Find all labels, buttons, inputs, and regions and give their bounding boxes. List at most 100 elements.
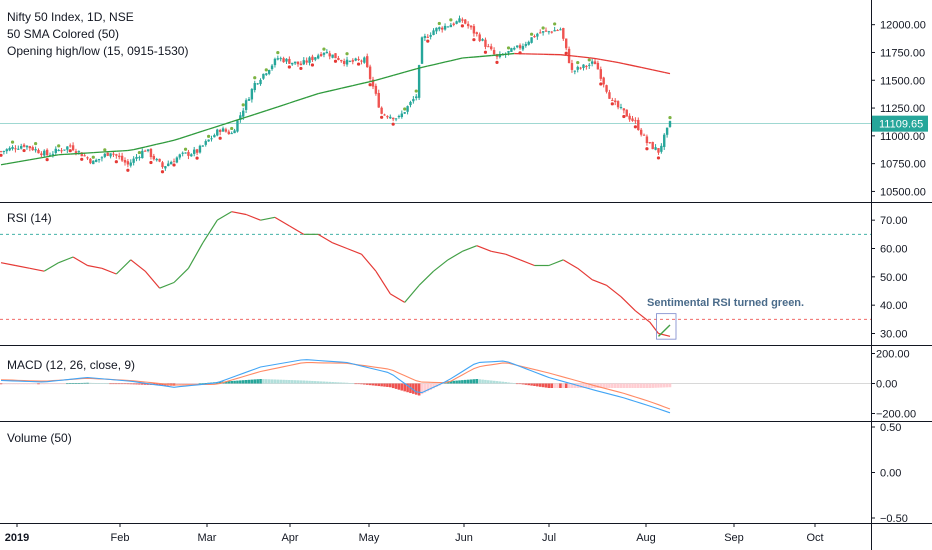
rsi-axis[interactable]: 70.00 60.00 50.00 40.00 30.00	[871, 215, 908, 341]
sma-line-segment	[35, 157, 42, 160]
candle-body	[415, 96, 418, 99]
sma-line-segment	[318, 91, 325, 95]
sma-line-segment	[456, 57, 463, 60]
macd-histogram-bar	[45, 383, 49, 385]
candle-body	[619, 106, 623, 108]
candle-body	[149, 148, 153, 158]
macd-histogram-bar	[662, 383, 666, 388]
sma-line-segment	[283, 102, 290, 106]
macd-histogram-bar	[634, 383, 637, 388]
candle-body	[164, 166, 167, 169]
opening-range-marker	[622, 114, 626, 119]
opening-range-marker	[183, 147, 188, 151]
macd-histogram-bar	[201, 383, 205, 384]
macd-histogram-bar	[273, 379, 277, 384]
macd-histogram-bar	[17, 383, 20, 385]
macd-histogram-bar	[233, 380, 236, 384]
candle-body	[74, 151, 78, 153]
macd-histogram-bar	[5, 383, 9, 385]
macd-histogram-bar	[51, 383, 55, 385]
opening-range-marker	[633, 125, 637, 129]
candle-body	[152, 155, 156, 160]
macd-histogram-bar	[388, 383, 392, 388]
rsi-tick-label: 70.00	[880, 215, 908, 227]
sma-line-segment	[139, 146, 146, 149]
candle-body	[556, 30, 559, 32]
macd-histogram-bar	[60, 383, 63, 385]
opening-range-marker	[287, 65, 291, 69]
candle-body	[380, 107, 383, 114]
macd-histogram-bar	[562, 383, 565, 388]
candle-body	[466, 23, 470, 27]
macd-histogram-bar	[501, 381, 505, 384]
candle-body	[553, 30, 556, 32]
candle-body	[426, 36, 429, 38]
opening-range-marker	[322, 47, 326, 51]
sma-line-segment	[652, 69, 659, 72]
candle-body	[608, 92, 611, 99]
opening-range-marker	[345, 52, 349, 56]
macd-pane[interactable]	[0, 359, 871, 414]
opening-range-marker	[403, 107, 407, 111]
candle-body	[377, 92, 380, 108]
candle-body	[631, 118, 634, 121]
sma-line-segment	[664, 71, 671, 75]
opening-range-marker	[414, 89, 418, 93]
macd-histogram-bar	[132, 383, 135, 385]
macd-histogram-bar	[187, 383, 190, 385]
macd-histogram-bar	[339, 382, 343, 384]
macd-histogram-bar	[611, 383, 614, 388]
macd-histogram-bar	[608, 383, 611, 388]
rsi-line-segment	[115, 259, 132, 275]
macd-axis[interactable]: 200.00 0.00 −200.00	[871, 349, 916, 421]
candle-body	[227, 131, 231, 135]
macd-histogram-bar	[198, 383, 202, 385]
candle-body	[109, 153, 112, 157]
rsi-pane[interactable]	[0, 211, 871, 340]
sma-line-segment	[583, 56, 590, 59]
macd-histogram-bar	[573, 383, 577, 388]
macd-tick-label: −200.00	[876, 409, 916, 421]
macd-histogram-bar	[631, 383, 634, 388]
candle-body	[77, 151, 81, 153]
macd-histogram-bar	[625, 383, 629, 388]
volume-axis[interactable]: 0.50 0.00 −0.50	[871, 422, 908, 525]
time-axis[interactable]: 2019 Feb Mar Apr May Jun Jul Aug Sep Oct	[5, 523, 824, 544]
candle-body	[660, 145, 663, 152]
macd-histogram-bar	[308, 380, 311, 384]
macd-histogram-bar	[140, 383, 144, 385]
candle-body	[443, 25, 447, 30]
candle-body	[642, 134, 646, 136]
macd-histogram-bar	[2, 383, 6, 385]
candle-body	[605, 85, 608, 92]
macd-histogram-bar	[143, 383, 147, 385]
time-tick-label: Oct	[806, 532, 823, 544]
sma-line-segment	[254, 111, 261, 115]
candle-body	[668, 121, 672, 127]
candle-body	[452, 23, 455, 25]
candle-body	[118, 155, 121, 158]
price-pane[interactable]	[0, 15, 871, 174]
macd-histogram-bar	[120, 383, 124, 385]
candle-body	[628, 115, 631, 120]
candle-body	[383, 114, 386, 116]
candle-body	[175, 157, 179, 163]
macd-histogram-bar	[253, 379, 257, 384]
time-tick-label: May	[359, 532, 380, 544]
candle-body	[325, 51, 329, 54]
candle-body	[195, 149, 199, 153]
price-axis[interactable]: 12000.00 11750.00 11500.00 11250.00 11000.00…	[871, 20, 926, 199]
candle-body	[316, 55, 320, 59]
candle-body	[158, 158, 161, 162]
macd-histogram-bar	[302, 380, 306, 384]
macd-histogram-bar	[71, 383, 75, 384]
candle-body	[340, 60, 343, 62]
candle-body	[270, 65, 274, 70]
macd-tick-label: 0.00	[876, 379, 897, 391]
macd-histogram-bar	[403, 383, 407, 392]
sma-line-segment	[398, 71, 405, 75]
candle-body	[146, 149, 150, 151]
candle-body	[141, 150, 144, 159]
sma-line-segment	[641, 66, 648, 70]
opening-range-marker	[230, 126, 234, 131]
